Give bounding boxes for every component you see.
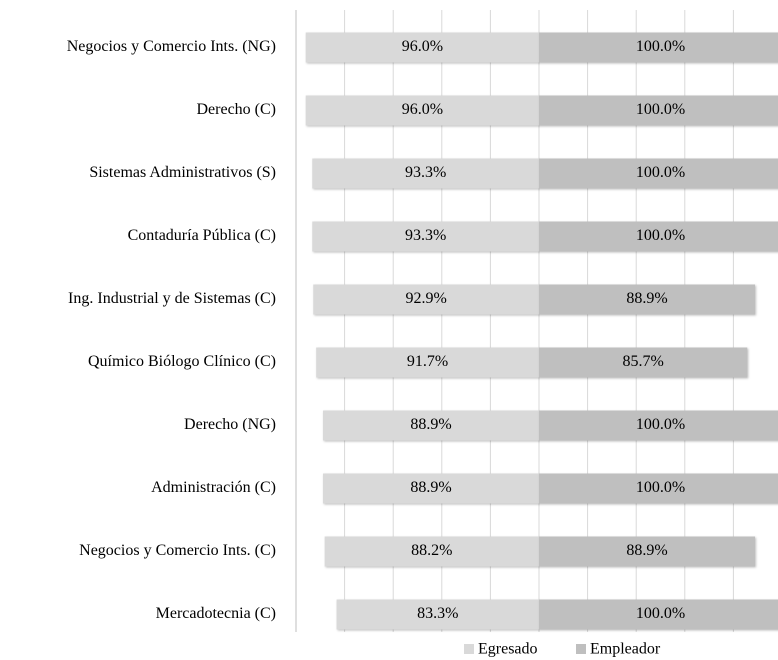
value-label: 91.7% [407, 353, 448, 370]
y-tick-label: Químico Biólogo Clínico (C) [88, 353, 276, 370]
y-tick-label: Mercadotecnia (C) [156, 605, 276, 622]
y-tick-label: Administración (C) [151, 479, 276, 496]
y-tick-label: Derecho (NG) [184, 416, 276, 433]
y-tick-label: Sistemas Administrativos (S) [89, 164, 276, 181]
value-label: 100.0% [636, 101, 685, 118]
bar [539, 347, 748, 378]
value-label: 93.3% [405, 164, 446, 181]
bar [539, 473, 778, 504]
y-tick-label: Negocios y Comercio Ints. (C) [79, 542, 276, 559]
value-label: 100.0% [636, 479, 685, 496]
bar [324, 536, 539, 567]
bar [313, 284, 539, 315]
value-label: 85.7% [622, 353, 663, 370]
legend-swatch [464, 644, 474, 654]
y-tick-label: Ing. Industrial y de Sistemas (C) [68, 290, 276, 307]
value-label: 83.3% [417, 605, 458, 622]
bar [305, 32, 539, 63]
bar [322, 473, 539, 504]
y-tick-label: Negocios y Comercio Ints. (NG) [67, 38, 276, 55]
bar [539, 221, 778, 252]
bar [539, 158, 778, 189]
value-label: 96.0% [402, 101, 443, 118]
legend-label: Empleador [590, 641, 661, 658]
bar [539, 410, 778, 441]
bar [312, 221, 539, 252]
bar [539, 284, 756, 315]
bar [539, 536, 756, 567]
value-label: 100.0% [636, 164, 685, 181]
legend-label: Egresado [478, 641, 538, 658]
value-label: 100.0% [636, 605, 685, 622]
value-label: 88.9% [626, 542, 667, 559]
bar [316, 347, 539, 378]
value-label: 88.9% [410, 416, 451, 433]
bar [336, 599, 539, 630]
value-label: 100.0% [636, 227, 685, 244]
value-label: 88.9% [626, 290, 667, 307]
bar [539, 599, 778, 630]
value-label: 96.0% [402, 38, 443, 55]
value-label: 88.2% [411, 542, 452, 559]
bar [312, 158, 539, 189]
value-label: 93.3% [405, 227, 446, 244]
bar [305, 95, 539, 126]
y-tick-label: Derecho (C) [196, 101, 276, 118]
value-label: 100.0% [636, 416, 685, 433]
value-label: 92.9% [405, 290, 446, 307]
bar [539, 95, 778, 126]
bar [539, 32, 778, 63]
bar [322, 410, 539, 441]
legend-swatch [576, 644, 586, 654]
value-label: 88.9% [410, 479, 451, 496]
value-label: 100.0% [636, 38, 685, 55]
y-tick-label: Contaduría Pública (C) [128, 227, 276, 244]
